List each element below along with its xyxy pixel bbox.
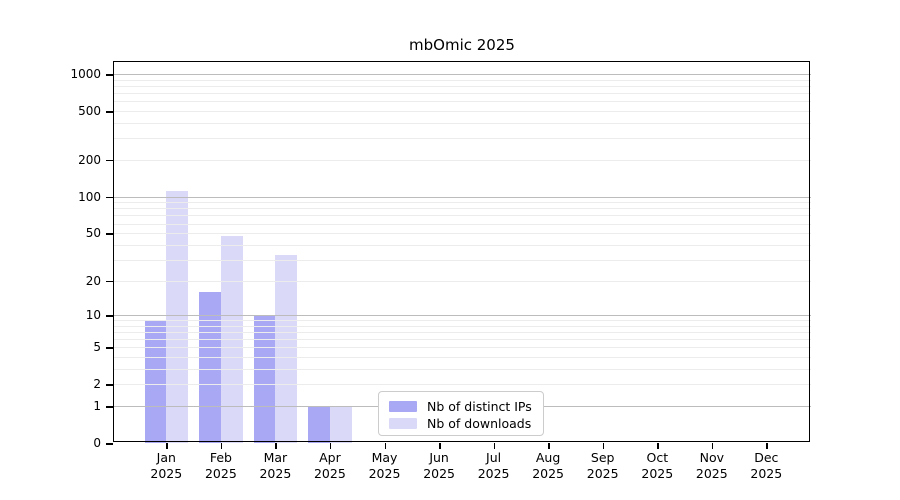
legend-label: Nb of distinct IPs <box>427 399 532 414</box>
y-tick-label: 50 <box>85 226 101 241</box>
minor-gridline <box>113 259 811 261</box>
x-tick-label-may: May 2025 <box>368 450 401 481</box>
x-tick-label-aug: Aug 2025 <box>532 450 564 481</box>
bar-downloads-apr <box>329 406 352 443</box>
x-tick <box>602 443 605 449</box>
minor-gridline <box>113 320 811 322</box>
y-tick <box>106 384 113 386</box>
y-tick-label: 200 <box>78 152 101 167</box>
x-tick-label-oct: Oct 2025 <box>641 450 674 481</box>
plot-area: Nb of distinct IPs Nb of downloads <box>113 61 811 443</box>
bar-downloads-mar <box>275 254 298 443</box>
x-tick-label-apr: Apr 2025 <box>313 450 346 481</box>
minor-gridline <box>113 223 811 225</box>
legend-swatch-icon <box>389 418 417 429</box>
x-tick <box>384 443 386 449</box>
minor-gridline <box>113 93 811 95</box>
minor-gridline <box>113 233 811 235</box>
y-tick-label: 5 <box>93 340 101 355</box>
minor-gridline <box>113 244 811 246</box>
y-tick <box>106 347 113 349</box>
minor-gridline <box>113 357 811 359</box>
x-tick <box>220 443 223 449</box>
x-tick <box>439 443 441 449</box>
y-tick <box>106 280 113 282</box>
major-gridline <box>113 196 811 198</box>
legend-label: Nb of downloads <box>427 416 532 431</box>
y-tick <box>106 111 113 113</box>
legend-swatch-icon <box>389 401 417 412</box>
y-tick-label: 100 <box>78 189 101 204</box>
minor-gridline <box>113 159 811 161</box>
x-tick <box>711 443 714 449</box>
minor-gridline <box>113 347 811 349</box>
x-tick <box>657 443 659 449</box>
x-tick <box>275 443 277 449</box>
x-tick-label-feb: Feb 2025 <box>204 450 237 481</box>
legend-item-distinct-ips: Nb of distinct IPs <box>389 398 535 415</box>
y-tick <box>106 233 113 235</box>
x-tick-label-nov: Nov 2025 <box>695 450 728 481</box>
y-tick-label: 20 <box>85 273 101 288</box>
major-gridline <box>113 315 811 316</box>
y-tick-label: 0 <box>93 436 101 450</box>
x-tick-label-dec: Dec 2025 <box>750 450 783 481</box>
minor-gridline <box>113 369 811 370</box>
minor-gridline <box>113 384 811 386</box>
y-tick-label: 1 <box>93 399 101 413</box>
minor-gridline <box>113 138 811 140</box>
y-tick-label: 1000 <box>70 67 101 82</box>
x-tick-label-jan: Jan 2025 <box>150 450 183 481</box>
chart-title: mbOmic 2025 <box>409 36 515 54</box>
x-tick <box>766 443 768 449</box>
bar-downloads-jan <box>166 191 189 443</box>
bar-distinct-ips-feb <box>199 291 221 443</box>
y-tick-label: 2 <box>93 377 101 392</box>
y-tick <box>106 196 113 199</box>
y-tick <box>106 406 113 408</box>
minor-gridline <box>113 332 811 333</box>
minor-gridline <box>113 280 811 282</box>
y-tick-label: 10 <box>85 308 101 322</box>
minor-gridline <box>113 339 811 341</box>
minor-gridline <box>113 208 811 210</box>
minor-gridline <box>113 325 811 327</box>
y-tick <box>106 159 113 162</box>
y-tick-label: 500 <box>78 104 101 119</box>
x-tick-label-jun: Jun 2025 <box>423 450 455 481</box>
y-tick <box>106 443 113 445</box>
minor-gridline <box>113 79 811 81</box>
bar-distinct-ips-jan <box>144 320 167 443</box>
y-tick <box>106 74 113 76</box>
legend: Nb of distinct IPs Nb of downloads <box>378 391 544 436</box>
bar-distinct-ips-apr <box>308 406 330 443</box>
x-tick <box>329 443 332 449</box>
minor-gridline <box>113 111 811 113</box>
minor-gridline <box>113 215 811 217</box>
bar-distinct-ips-mar <box>253 315 276 443</box>
y-tick <box>106 315 113 317</box>
x-tick-label-sep: Sep 2025 <box>586 450 619 481</box>
x-tick <box>166 443 168 449</box>
major-gridline <box>113 74 811 76</box>
minor-gridline <box>113 123 811 124</box>
minor-gridline <box>113 101 811 103</box>
minor-gridline <box>113 202 811 204</box>
x-tick-label-jul: Jul 2025 <box>477 450 510 481</box>
x-tick <box>493 443 496 449</box>
x-tick-label-mar: Mar 2025 <box>259 450 292 481</box>
minor-gridline <box>113 86 811 88</box>
x-tick <box>548 443 550 449</box>
legend-item-downloads: Nb of downloads <box>389 415 535 432</box>
